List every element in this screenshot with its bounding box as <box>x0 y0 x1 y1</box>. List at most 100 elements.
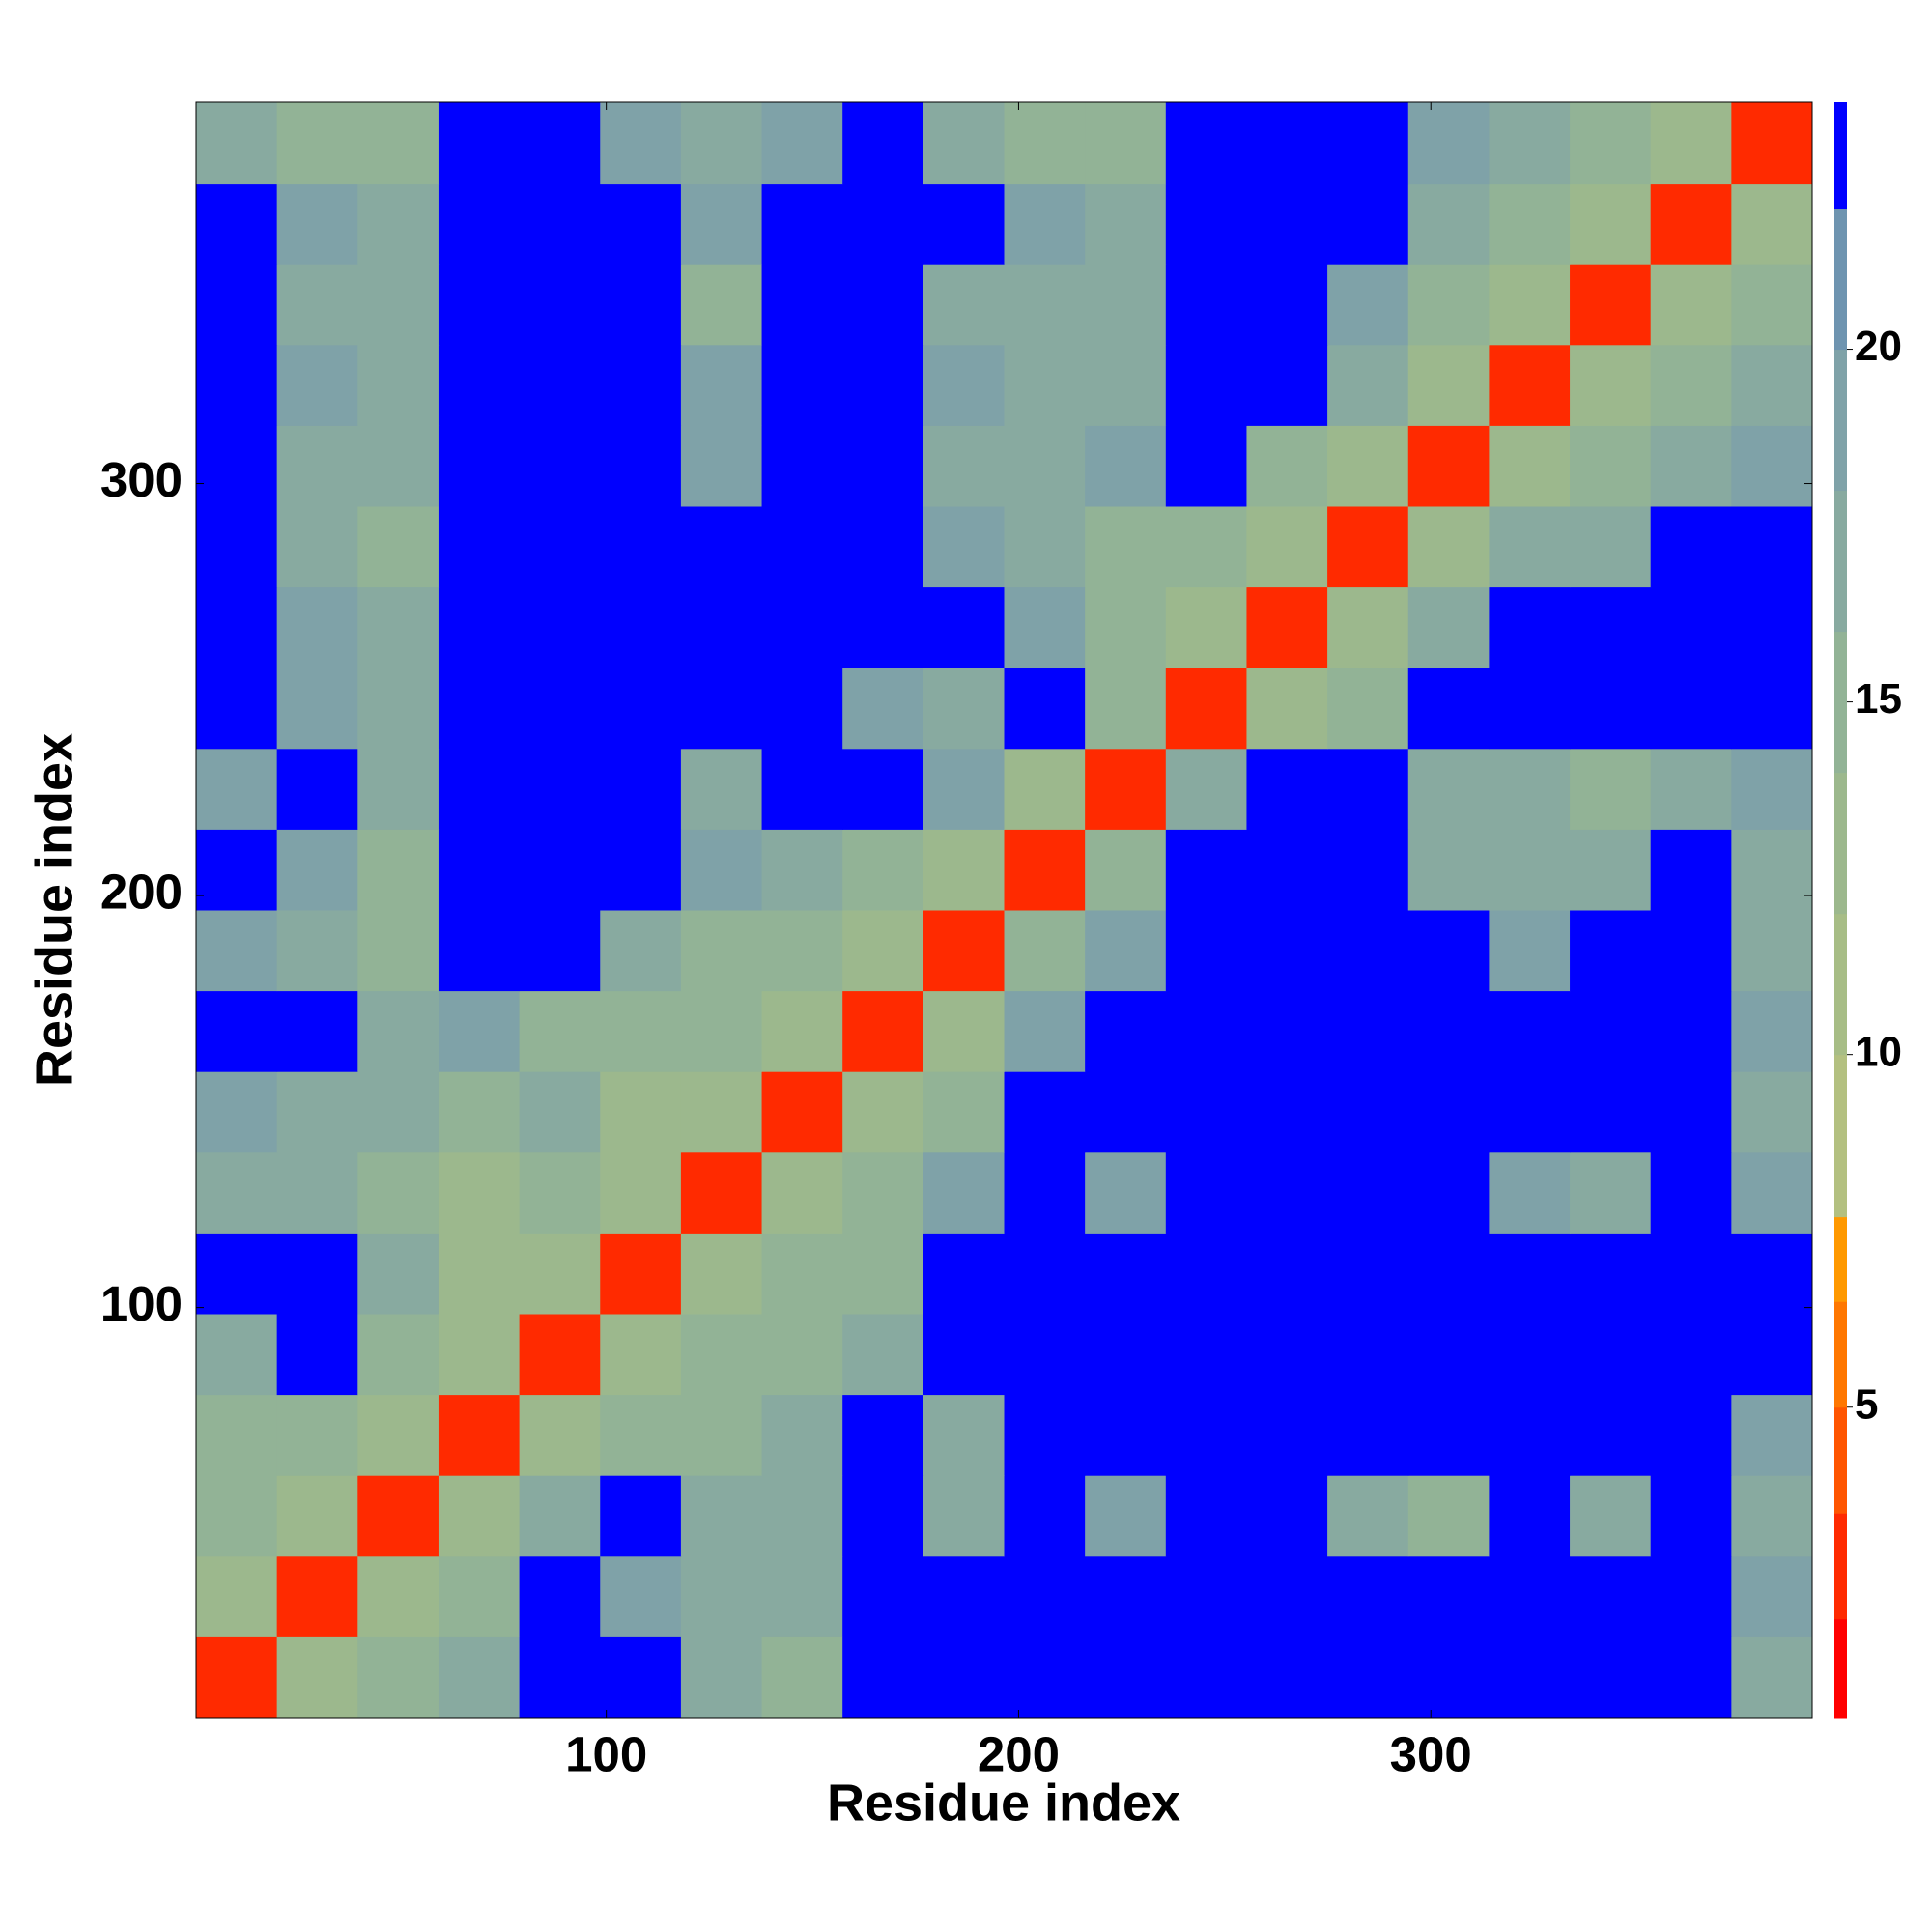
heatmap-cell <box>276 1475 358 1557</box>
heatmap-cell <box>519 910 601 992</box>
heatmap-cell <box>600 425 682 507</box>
heatmap-cell <box>1731 1475 1813 1557</box>
heatmap-cell <box>1407 910 1490 992</box>
heatmap-cell <box>1165 264 1247 346</box>
heatmap-cell <box>357 183 440 265</box>
heatmap-cell <box>357 1555 440 1637</box>
heatmap-cell <box>1489 1636 1571 1719</box>
heatmap-cell <box>1327 1151 1409 1234</box>
heatmap-cell <box>276 829 358 911</box>
heatmap-cell <box>1731 1071 1813 1153</box>
heatmap-cell <box>1407 748 1490 830</box>
heatmap-cell <box>761 1071 843 1153</box>
heatmap-cell <box>842 829 924 911</box>
heatmap-cell <box>519 425 601 507</box>
heatmap-cell <box>438 264 521 346</box>
heatmap-cell <box>1650 1071 1732 1153</box>
heatmap-cell <box>1165 1475 1247 1557</box>
heatmap-cell <box>1165 910 1247 992</box>
heatmap-cell <box>1731 506 1813 588</box>
heatmap-cell <box>1165 425 1247 507</box>
heatmap-cell <box>761 1314 843 1396</box>
heatmap-cell <box>357 1394 440 1476</box>
heatmap-cell <box>923 1071 1005 1153</box>
heatmap-cell <box>1165 344 1247 426</box>
heatmap-cell <box>1085 264 1167 346</box>
heatmap-cell <box>923 425 1005 507</box>
heatmap-cell <box>1489 990 1571 1072</box>
heatmap-cell <box>1407 1071 1490 1153</box>
x-tick-label: 200 <box>978 1726 1060 1781</box>
heatmap-cell <box>1407 102 1490 185</box>
heatmap-cell <box>438 102 521 185</box>
heatmap-cell <box>1327 1475 1409 1557</box>
heatmap-cell <box>1004 1071 1086 1153</box>
heatmap-cell <box>1165 829 1247 911</box>
heatmap-cell <box>761 910 843 992</box>
heatmap-cell <box>1407 990 1490 1072</box>
heatmap-cell <box>1085 425 1167 507</box>
heatmap-cell <box>842 586 924 668</box>
heatmap-cell <box>1327 1071 1409 1153</box>
heatmap-cell <box>276 183 358 265</box>
heatmap-cell <box>1085 1071 1167 1153</box>
heatmap-cell <box>680 829 763 911</box>
heatmap-cell <box>1004 1314 1086 1396</box>
heatmap-cell <box>1570 1151 1652 1234</box>
heatmap-cell <box>761 586 843 668</box>
heatmap-cell <box>600 1314 682 1396</box>
heatmap-cell <box>519 264 601 346</box>
heatmap-cell <box>1327 1636 1409 1719</box>
heatmap-cell <box>357 264 440 346</box>
heatmap-cell <box>1489 102 1571 185</box>
heatmap-cell <box>1246 1475 1328 1557</box>
heatmap-cell <box>1407 506 1490 588</box>
heatmap-cell <box>276 102 358 185</box>
heatmap-cell <box>1570 910 1652 992</box>
heatmap-cell <box>761 102 843 185</box>
heatmap-cell <box>1489 1475 1571 1557</box>
heatmap-cell <box>600 1151 682 1234</box>
heatmap-cell <box>357 910 440 992</box>
heatmap-cell <box>196 668 278 750</box>
heatmap-cell <box>1407 1151 1490 1234</box>
heatmap-cell <box>1570 264 1652 346</box>
heatmap-cell <box>761 1636 843 1719</box>
heatmap-cell <box>1650 748 1732 830</box>
heatmap-cell <box>1407 1475 1490 1557</box>
heatmap-cell <box>1246 1394 1328 1476</box>
heatmap-cell <box>196 102 278 185</box>
heatmap-cell <box>923 1636 1005 1719</box>
heatmap-cell <box>1165 1636 1247 1719</box>
heatmap-cell <box>842 1071 924 1153</box>
heatmap-cell <box>600 264 682 346</box>
heatmap-cell <box>1165 990 1247 1072</box>
heatmap-cell <box>276 990 358 1072</box>
heatmap-cell <box>761 748 843 830</box>
heatmap-cell <box>519 1151 601 1234</box>
heatmap-cell <box>357 344 440 426</box>
heatmap-cell <box>1407 1555 1490 1637</box>
x-axis-label: Residue index <box>827 1774 1180 1832</box>
heatmap-cell <box>923 990 1005 1072</box>
heatmap-cell <box>276 1233 358 1315</box>
heatmap-cell <box>1731 425 1813 507</box>
heatmap-cell <box>1489 1071 1571 1153</box>
heatmap-cell <box>438 425 521 507</box>
heatmap-cell <box>761 425 843 507</box>
heatmap-cell <box>276 1071 358 1153</box>
heatmap-cell <box>276 748 358 830</box>
heatmap-cell <box>276 344 358 426</box>
colorbar-segment <box>1834 1618 1847 1719</box>
heatmap-cell <box>196 344 278 426</box>
heatmap-cell <box>196 506 278 588</box>
colorbar-segment <box>1834 772 1847 915</box>
heatmap-cell <box>519 1475 601 1557</box>
heatmap-cell <box>842 344 924 426</box>
heatmap-cell <box>1246 990 1328 1072</box>
heatmap-cell <box>1570 1555 1652 1637</box>
heatmap-cell <box>1327 910 1409 992</box>
heatmap-cell <box>1407 344 1490 426</box>
heatmap-cell <box>923 1394 1005 1476</box>
heatmap-cell <box>438 1555 521 1637</box>
